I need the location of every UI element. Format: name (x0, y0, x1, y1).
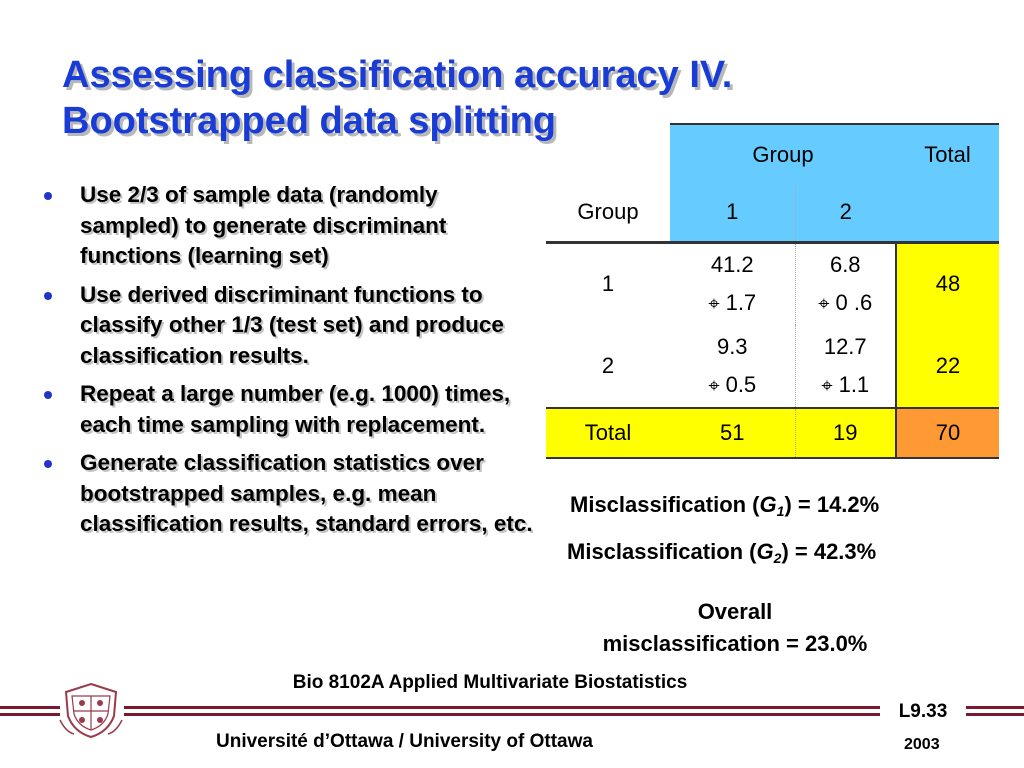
course-name: Bio 8102A Applied Multivariate Biostatis… (292, 672, 688, 693)
table-cell: 12.7 ⌖ 1.1 (794, 325, 896, 408)
plus-minus-icon: ⌖ (818, 292, 830, 315)
bullet-text: Use 2/3 of sample data (randomly sampled… (80, 182, 447, 268)
grand-total: 70 (895, 407, 999, 459)
header-total: Total (896, 123, 999, 184)
university-name: Université d’Ottawa / University of Otta… (216, 731, 593, 752)
cell-error: 0 .6 (835, 289, 873, 315)
row-label: 2 (601, 353, 615, 378)
bullet-text: Repeat a large number (e.g. 1000) times,… (80, 381, 511, 437)
bullet-dot-icon (44, 460, 52, 468)
row-label: 1 (601, 271, 615, 297)
total-row-label: Total (546, 407, 670, 459)
slide-number: L9.33 (880, 698, 966, 726)
cell-value: 6.8 (829, 251, 861, 277)
bullet-item: Repeat a large number (e.g. 1000) times,… (42, 379, 537, 440)
year-label: 2003 (904, 736, 940, 753)
university-crest-icon (59, 682, 123, 739)
cell-error: 1.1 (838, 371, 870, 397)
footer-rule (124, 713, 880, 716)
table-cell: 9.3 ⌖ 0.5 (670, 325, 795, 408)
row-total: 48 (895, 242, 999, 325)
title-line-1: Assessing classification accuracy IV. (62, 54, 733, 96)
bullet-item: Use derived discriminant functions to cl… (42, 280, 537, 372)
misclassification-g1: Misclassification (G1) = 14.2% (570, 492, 880, 519)
table-cell: 6.8 ⌖ 0 .6 (794, 242, 896, 325)
bullet-dot-icon (44, 192, 52, 200)
cell-error: 1.7 (725, 289, 757, 315)
plus-minus-icon: ⌖ (821, 374, 833, 397)
table-row: 2 9.3 ⌖ 0.5 12.7 ⌖ 1.1 22 (546, 325, 999, 408)
bullet-item: Use 2/3 of sample data (randomly sampled… (42, 180, 537, 272)
table-total-row: Total 51 19 70 (546, 407, 999, 459)
misclassification-g2: Misclassification (G2) = 42.3% (567, 539, 877, 566)
bullet-dot-icon (44, 391, 52, 399)
table-cell: 41.2 ⌖ 1.7 (670, 242, 795, 325)
row-label-header: Group (546, 184, 670, 244)
col-header-1: 1 (670, 184, 795, 244)
bullet-list: Use 2/3 of sample data (randomly sampled… (42, 180, 537, 548)
cell-error: 0.5 (725, 371, 757, 397)
slide-title: Assessing classification accuracy IV. Bo… (62, 52, 882, 144)
footer-rule-right (966, 706, 1024, 709)
column-total-1: 51 (670, 407, 795, 459)
bullet-text: Generate classification statistics over … (80, 450, 533, 536)
table-subheader-row: Group 1 2 (546, 184, 999, 244)
plus-minus-icon: ⌖ (708, 374, 720, 397)
title-line-2: Bootstrapped data splitting (62, 100, 556, 142)
bullet-dot-icon (44, 291, 52, 300)
header-group: Group (670, 123, 896, 184)
column-total-2: 19 (794, 407, 896, 459)
bullet-text: Use derived discriminant functions to cl… (80, 281, 504, 368)
bullet-item: Generate classification statistics over … (42, 448, 537, 540)
col-header-2: 2 (794, 184, 896, 244)
footer-rule-left (0, 713, 60, 716)
plus-minus-icon: ⌖ (708, 292, 720, 315)
footer-rule-left (0, 706, 60, 709)
footer-rule (124, 706, 880, 709)
footer-rule-right (966, 713, 1024, 716)
cell-value: 12.7 (823, 333, 867, 359)
cell-value: 9.3 (716, 333, 748, 359)
overall-misclassification: Overall misclassification = 23.0% (602, 599, 868, 656)
table-header-row: Group Total (546, 123, 999, 184)
table-row: 1 41.2 ⌖ 1.7 6.8 ⌖ 0 .6 48 (546, 242, 999, 325)
cell-value: 41.2 (710, 251, 754, 277)
classification-table: Group Total Group 1 2 1 41.2 ⌖ 1.7 6.8 ⌖ 0… (546, 123, 999, 459)
row-total: 22 (895, 325, 999, 408)
